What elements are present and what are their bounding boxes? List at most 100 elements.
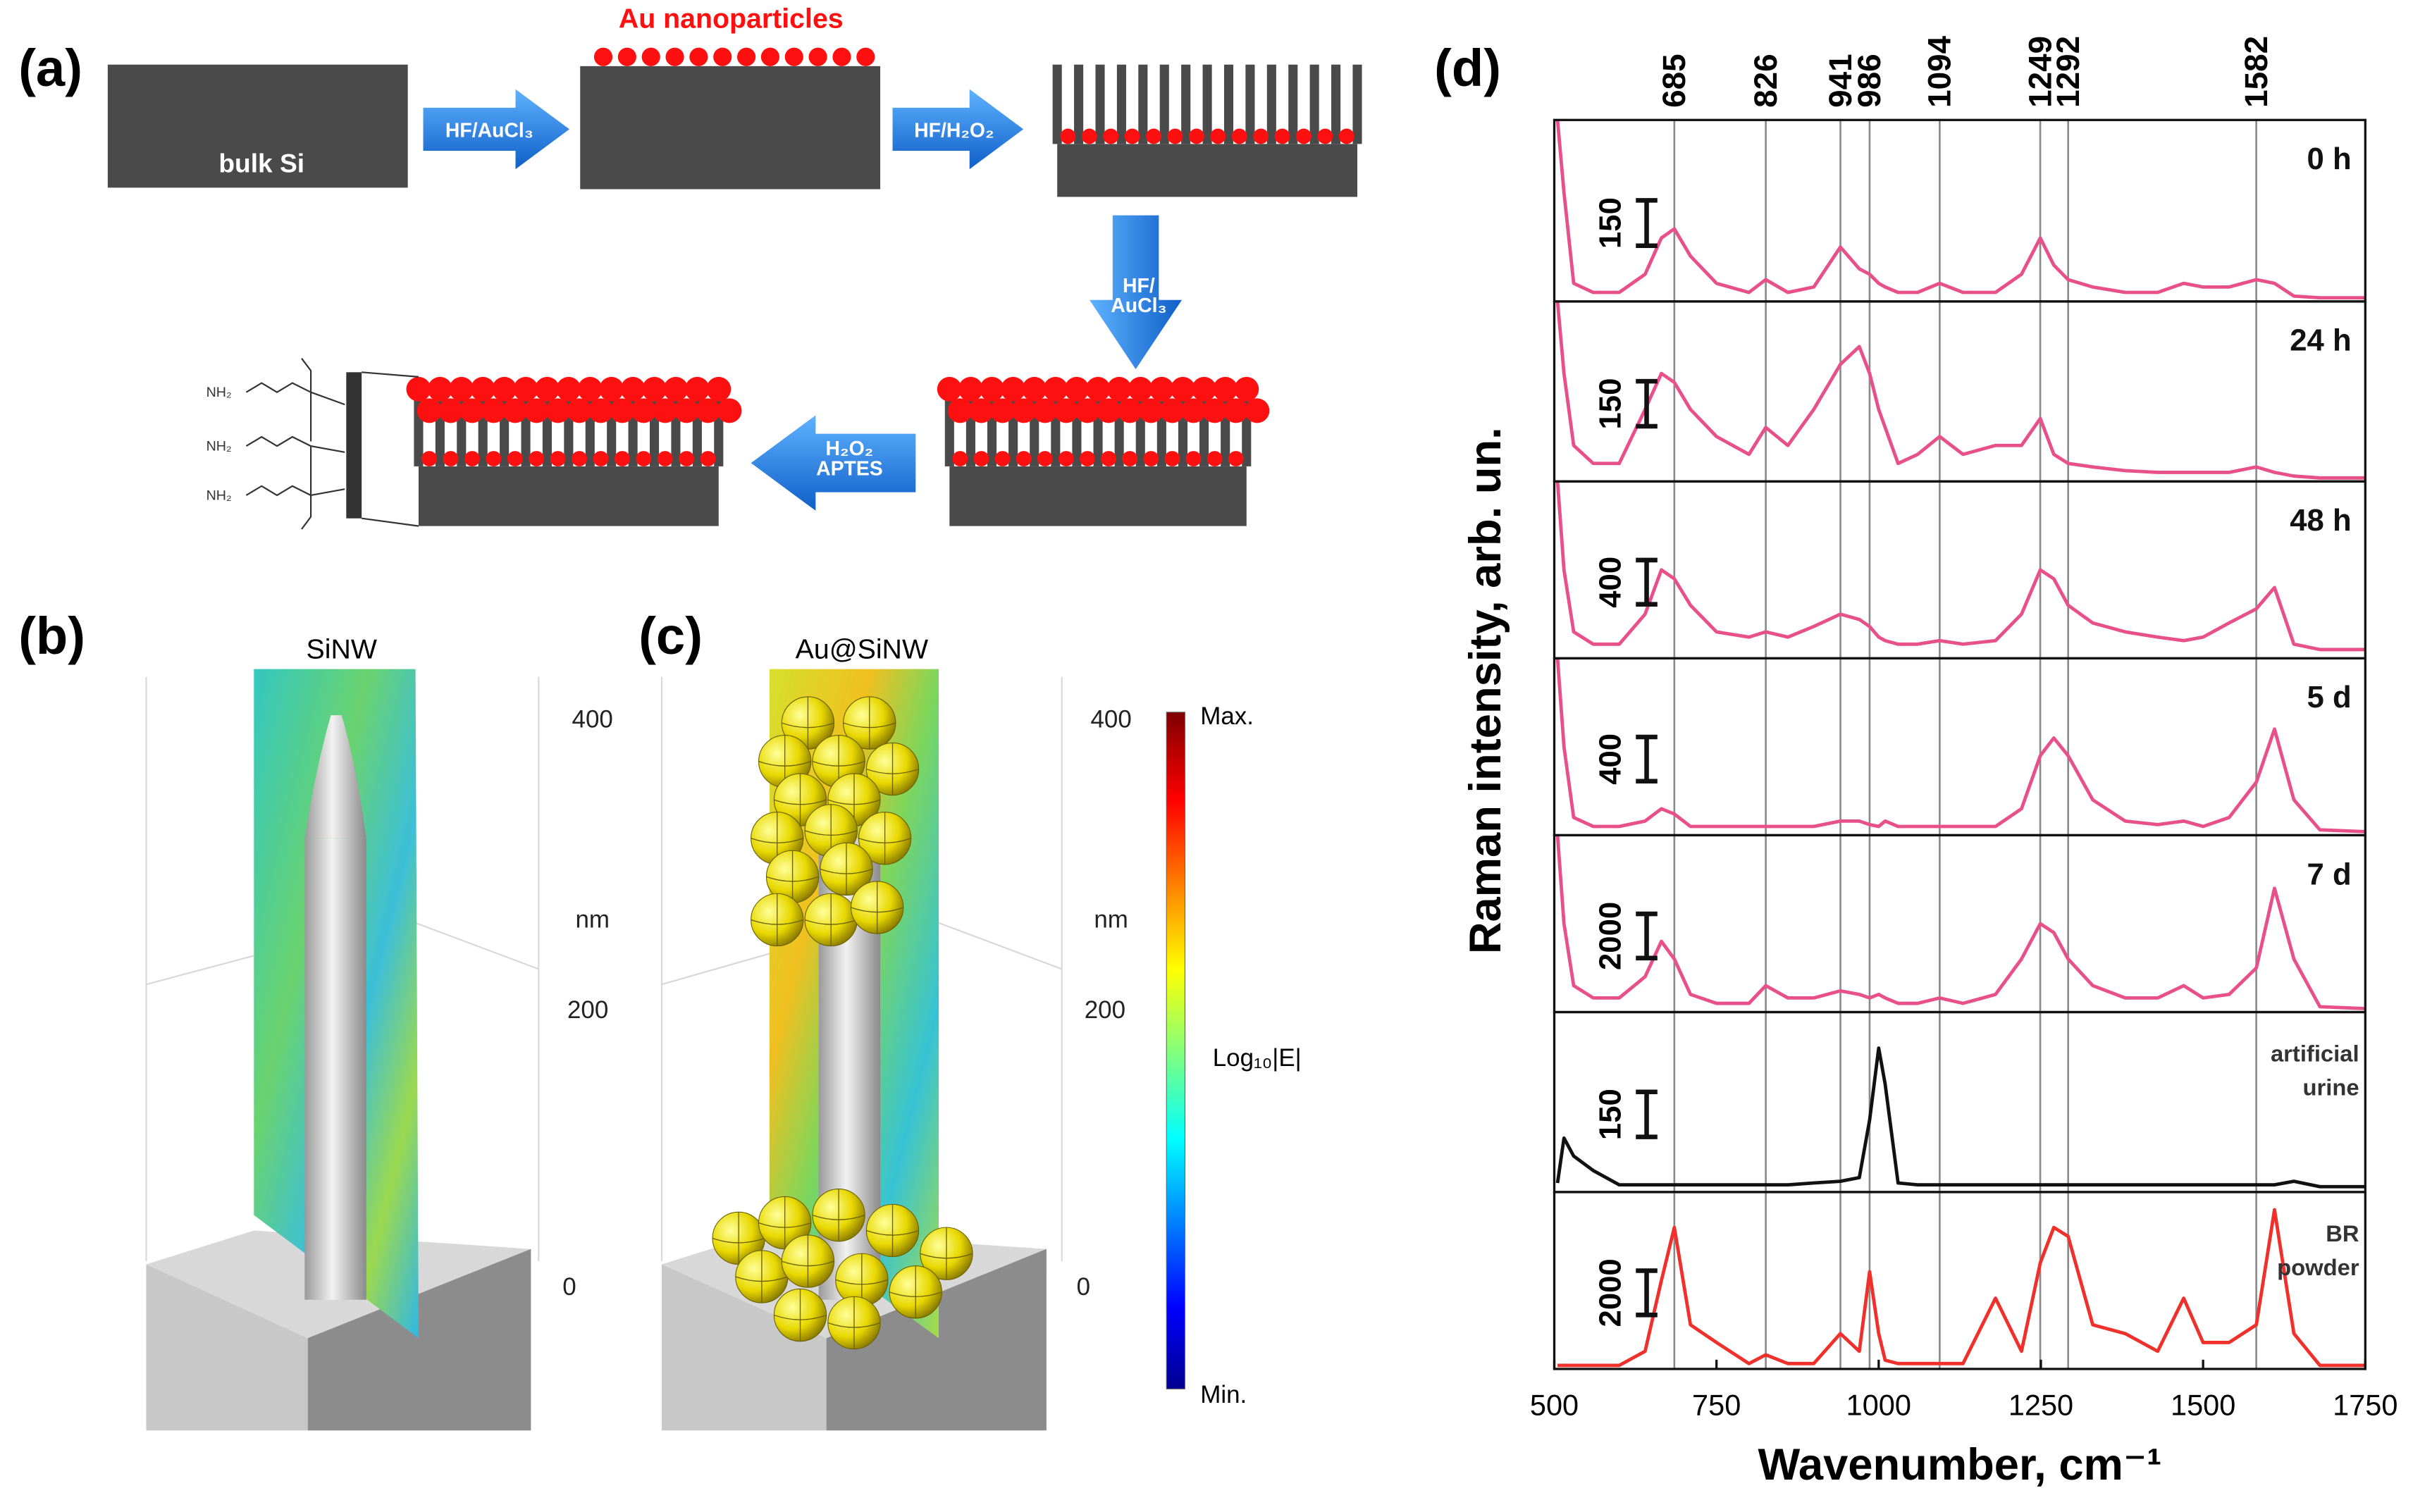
sphere-seam [866,1204,919,1257]
spectrum [1555,481,2366,652]
panel-title: SiNW [307,633,377,664]
sphere-seam [827,1296,881,1349]
au-particle [614,451,630,466]
au-particle [1117,398,1142,423]
au-particle [427,376,452,402]
nanowire [1202,64,1212,144]
au-particle [593,451,609,466]
au-particle [1075,398,1100,423]
au-particle [567,398,592,423]
au-particle [556,376,581,402]
sphere-seam [827,774,881,826]
substrate [949,466,1247,526]
substrate [418,466,719,526]
colorbar-min: Min. [1200,1381,1247,1408]
series-label: 7 d [2307,857,2352,891]
series-label: 0 h [2307,142,2352,176]
au-particle [937,376,962,402]
x-tick-label: 750 [1692,1388,1741,1421]
au-particle [1210,128,1226,144]
nanowire-tip [304,715,366,838]
nanowire [1352,64,1362,144]
series-label-line: powder [2277,1254,2359,1280]
amine-label: NH₂ [206,385,232,400]
peak-label: 826 [1747,54,1784,107]
x-tick-label: 1750 [2333,1388,2397,1421]
base-side [146,1264,308,1431]
au-particle [958,376,983,402]
arrow [751,415,916,511]
au-particle [760,47,780,66]
peak-label: 1292 [2049,36,2086,108]
au-particle [1253,128,1269,144]
sphere-seam [812,1189,865,1241]
au-particle [1149,376,1174,402]
arrow [1090,215,1183,369]
scale-bar [1636,557,1658,607]
scale-bar [1636,911,1658,961]
substrate [1057,144,1357,197]
au-particle [663,376,689,402]
scale-bar-label: 400 [1593,557,1627,608]
au-particle [689,47,708,66]
arrow-label-line: APTES [816,458,883,481]
peak-label: 1094 [1921,35,1958,107]
nanowire [1309,64,1319,144]
au-particle [545,398,571,423]
au-particle [1167,128,1183,144]
au-particle [947,398,973,423]
au-particle [507,451,523,466]
colorbar-title: Log₁₀|E| [1213,1044,1302,1072]
panel-title: Au@SiNW [796,633,928,664]
nanowire [1074,64,1084,144]
sphere-seam [782,696,834,750]
axis-label: nm [1094,905,1128,933]
au-particle [642,376,667,402]
series-label: 48 h [2290,503,2351,538]
spectrum [1557,1208,2366,1368]
au-particle [438,398,464,423]
au-particle [1085,376,1111,402]
au-particle [706,376,732,402]
particles-label: Au nanoparticles [619,3,844,34]
spectrum [1555,658,2366,834]
nanowire [1116,64,1126,144]
amine-label: NH₂ [206,488,232,504]
au-particle [1043,376,1068,402]
spectrum [1555,120,2366,300]
arrow-label: HF/AuCl₃ [445,119,533,142]
nanowire [1095,64,1105,144]
panel-label: (d) [1434,39,1501,97]
panel-b: (b) SiNW 400 nm 200 0 [18,607,613,1431]
au-particle [529,451,545,466]
arrow-label-line: AuCl₃ [1111,295,1166,317]
au-particle [416,398,442,423]
arrow-label: H₂O₂ APTES [816,438,883,480]
au-particle [1223,398,1249,423]
sphere-seam [804,893,858,946]
zoom-line [362,517,419,527]
scale-bar-label: 400 [1593,733,1627,785]
au-particle [1103,128,1119,144]
x-axis-label: Wavenumber, cm⁻¹ [1758,1440,2161,1489]
scale-bar [1636,1268,1658,1318]
au-particle [1213,376,1238,402]
x-tick-label: 1500 [2171,1388,2235,1421]
au-particle [665,47,684,66]
au-particle [1338,128,1354,144]
series-label-line: artificial [2271,1040,2359,1066]
au-particle [1181,398,1206,423]
nanowire [1052,64,1062,144]
silicon-block [580,66,881,190]
au-particle [593,47,613,66]
au-particle [502,398,528,423]
au-particle [717,398,742,423]
au-particle [1228,451,1244,466]
au-particle [1317,128,1333,144]
scale-bar [1636,198,1658,249]
series-label: artificial urine [2271,1040,2359,1100]
au-particle [1016,451,1032,466]
sphere-seam [782,1235,834,1288]
surface [346,372,362,519]
